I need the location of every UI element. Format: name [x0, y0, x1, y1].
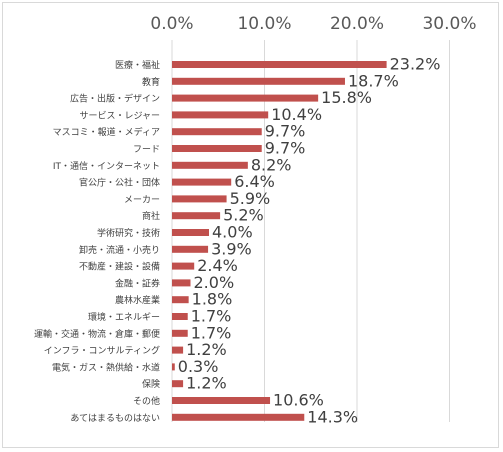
category-label: あてはまるものはない — [70, 413, 160, 424]
bar — [172, 229, 209, 236]
category-label: マスコミ・報道・メディア — [53, 126, 160, 138]
category-label: 保険 — [142, 378, 160, 390]
data-label: 8.2% — [251, 155, 292, 174]
bar — [172, 195, 227, 203]
data-label: 5.2% — [223, 206, 264, 225]
bar — [172, 346, 184, 354]
bar — [172, 161, 248, 169]
data-label: 10.6% — [273, 391, 324, 410]
data-label: 1.7% — [191, 307, 232, 326]
bar — [172, 313, 188, 320]
data-label: 23.2% — [390, 55, 441, 74]
category-label: 医療・福祉 — [115, 59, 160, 71]
bar — [172, 245, 209, 253]
category-label: 環境・エネルギー — [88, 311, 160, 323]
data-label: 5.9% — [230, 189, 271, 208]
bar — [172, 329, 188, 337]
category-label: 広告・出版・デザイン — [70, 93, 160, 105]
data-label: 1.2% — [186, 340, 227, 359]
data-label: 4.0% — [212, 223, 253, 242]
category-label: インフラ・コンサルティング — [44, 345, 160, 357]
bar — [172, 178, 232, 186]
bar — [172, 363, 175, 371]
category-label: 金融・証券 — [115, 277, 160, 289]
category-label: 官公庁・公社・団体 — [79, 177, 160, 189]
data-label: 2.0% — [194, 273, 235, 292]
data-label: 6.4% — [234, 172, 275, 191]
bar — [172, 145, 262, 152]
bar — [172, 380, 184, 388]
data-label: 14.3% — [307, 407, 358, 426]
category-label: 卸売・流通・小売り — [79, 244, 160, 256]
bar — [172, 279, 191, 287]
data-label: 1.8% — [192, 290, 233, 309]
data-label: 10.4% — [271, 105, 322, 124]
bar — [172, 61, 387, 68]
data-label: 1.2% — [186, 374, 227, 393]
data-label: 0.3% — [178, 357, 219, 376]
category-label: 学術研究・技術 — [97, 227, 160, 239]
category-label: フード — [133, 145, 160, 155]
x-tick-label: 0.0% — [150, 14, 193, 34]
bar — [172, 413, 305, 421]
category-label: メーカー — [124, 194, 160, 205]
chart-frame — [2, 2, 499, 448]
category-label: その他 — [133, 395, 160, 407]
bar — [172, 77, 345, 85]
data-label: 9.7% — [265, 139, 306, 158]
category-label: 運輸・交通・物流・倉庫・郵便 — [34, 328, 160, 340]
category-label: 不動産・建設・設備 — [79, 261, 160, 273]
bar — [172, 128, 262, 136]
data-label: 18.7% — [348, 71, 399, 90]
category-labels: 医療・福祉教育広告・出版・デザインサービス・レジャーマスコミ・報道・メディアフー… — [34, 59, 160, 424]
data-labels: 23.2%18.7%15.8%10.4%9.7%9.7%8.2%6.4%5.9%… — [178, 55, 441, 427]
data-label: 9.7% — [265, 122, 306, 141]
category-label: 農林水産業 — [115, 294, 160, 306]
data-label: 3.9% — [211, 239, 252, 258]
bar — [172, 94, 319, 102]
bars — [172, 61, 387, 421]
category-label: IT・通信・インターネット — [53, 160, 160, 172]
x-tick-label: 20.0% — [330, 14, 384, 34]
x-axis-tick-labels: 0.0% 10.0% 20.0% 30.0% — [150, 14, 476, 34]
category-label: サービス・レジャー — [79, 110, 160, 121]
category-label: 商社 — [142, 210, 160, 222]
bar — [172, 111, 269, 119]
data-label: 1.7% — [191, 323, 232, 342]
category-label: 教育 — [142, 76, 160, 88]
x-tick-label: 10.0% — [237, 14, 291, 34]
bar — [172, 262, 195, 270]
bar — [172, 397, 271, 404]
data-label: 2.4% — [197, 256, 238, 275]
x-tick-label: 30.0% — [422, 14, 476, 34]
data-label: 15.8% — [321, 88, 372, 107]
bar — [172, 296, 189, 304]
bar — [172, 212, 221, 220]
category-label: 電気・ガス・熱供給・水道 — [52, 361, 160, 373]
